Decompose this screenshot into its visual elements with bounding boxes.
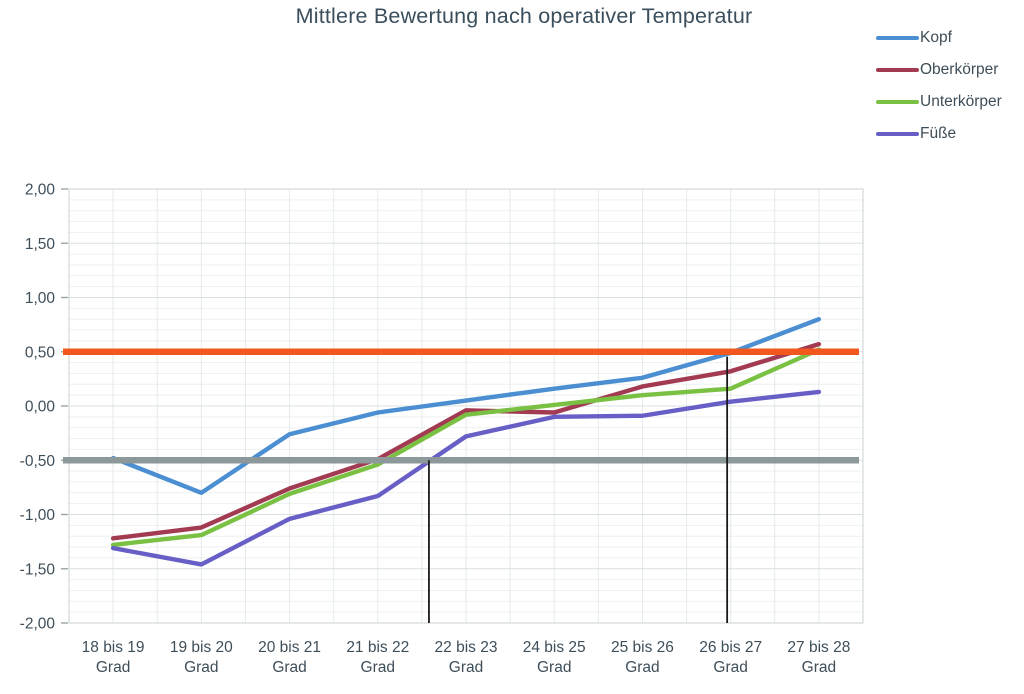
x-axis-label: 24 bis 25 Grad [523, 639, 586, 676]
y-axis-label: 1,50 [25, 236, 56, 253]
legend-item-unterkoerper: Unterkörper [876, 86, 1024, 118]
y-axis-label: 1,00 [25, 290, 56, 307]
y-axis-label: -2,00 [20, 616, 56, 633]
y-axis-label: -1,50 [20, 561, 56, 578]
plot-border [68, 188, 864, 624]
legend-item-kopf: Kopf [876, 22, 1024, 54]
x-axis-label: 19 bis 20 Grad [170, 639, 233, 676]
legend: Kopf Oberkörper Unterkörper Füße [876, 22, 1024, 150]
legend-label: Kopf [920, 29, 952, 46]
legend-label: Oberkörper [920, 61, 999, 78]
legend-swatch-unterkoerper [876, 99, 919, 105]
x-axis-label: 26 bis 27 Grad [699, 639, 762, 676]
series-line-kopf [110, 317, 822, 495]
legend-item-oberkoerper: Oberkörper [876, 54, 1024, 86]
legend-swatch-fuesse [876, 131, 919, 137]
x-axis-label: 25 bis 26 Grad [611, 639, 674, 676]
series-line-unterkoerper [110, 347, 822, 548]
series-line-fuesse [110, 389, 822, 567]
legend-item-fuesse: Füße [876, 118, 1024, 150]
y-axis-label: -0,50 [20, 453, 56, 470]
y-axis-label: 2,00 [25, 182, 56, 199]
legend-swatch-oberkoerper [876, 67, 919, 73]
legend-swatch-kopf [876, 35, 919, 41]
x-axis-label: 21 bis 22 Grad [346, 639, 409, 676]
legend-label: Unterkörper [920, 93, 1002, 110]
y-axis-label: 0,50 [25, 344, 56, 361]
x-axis-label: 22 bis 23 Grad [435, 639, 498, 676]
y-axis-label: -1,00 [20, 507, 56, 524]
x-axis-label: 20 bis 21 Grad [258, 639, 321, 676]
series-line-oberkoerper [110, 341, 822, 541]
x-axis-label: 18 bis 19 Grad [82, 639, 145, 676]
x-axis-label: 27 bis 28 Grad [787, 639, 850, 676]
chart-title: Mittlere Bewertung nach operativer Tempe… [295, 4, 753, 28]
y-axis-label: 0,00 [25, 399, 56, 416]
legend-label: Füße [920, 125, 957, 142]
